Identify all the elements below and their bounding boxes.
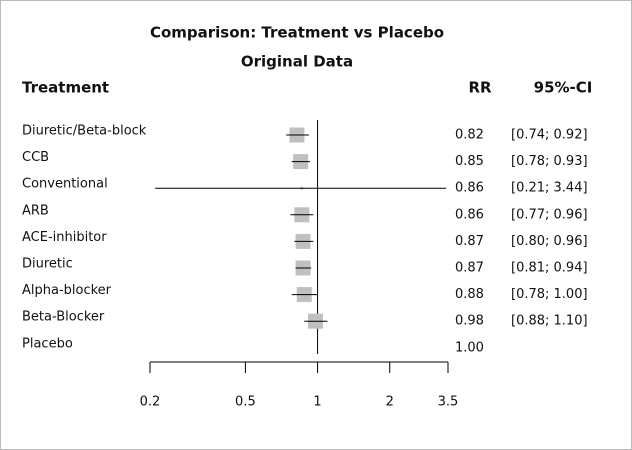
column-header: RR xyxy=(468,79,492,97)
row-label: Placebo xyxy=(22,336,73,351)
chart-subtitle: Original Data xyxy=(241,53,353,71)
row-label: Conventional xyxy=(22,177,108,192)
chart-title: Comparison: Treatment vs Placebo xyxy=(150,24,444,42)
rr-label: 0.86 xyxy=(455,207,484,222)
ci-label: [0.78; 1.00] xyxy=(511,287,588,302)
ci-label: [0.77; 0.96] xyxy=(511,207,588,222)
x-tick-label: 1 xyxy=(313,395,321,410)
ci-label: [0.81; 0.94] xyxy=(511,261,588,276)
row-label: ACE-inhibitor xyxy=(22,230,107,245)
row-label: Diuretic/Beta-block xyxy=(22,124,147,139)
ci-label: [0.80; 0.96] xyxy=(511,234,588,249)
row-label: Alpha-blocker xyxy=(22,283,112,298)
column-header: 95%-CI xyxy=(534,79,593,97)
x-tick-label: 0.2 xyxy=(140,395,161,410)
x-tick-label: 2 xyxy=(386,395,394,410)
row-label: CCB xyxy=(22,150,49,165)
rr-label: 0.85 xyxy=(455,154,484,169)
rr-label: 0.86 xyxy=(455,181,484,196)
ci-label: [0.88; 1.10] xyxy=(511,314,588,329)
rr-label: 0.98 xyxy=(455,314,484,329)
rr-label: 0.87 xyxy=(455,234,484,249)
column-header: Treatment xyxy=(22,79,109,97)
x-tick-label: 3.5 xyxy=(438,395,459,410)
rr-label: 0.87 xyxy=(455,261,484,276)
x-tick-label: 0.5 xyxy=(235,395,256,410)
ci-label: [0.78; 0.93] xyxy=(511,154,588,169)
row-label: ARB xyxy=(22,203,49,218)
row-label: Diuretic xyxy=(22,257,73,272)
rr-label: 1.00 xyxy=(455,340,484,355)
ci-label: [0.74; 0.92] xyxy=(511,128,588,143)
ci-label: [0.21; 3.44] xyxy=(511,181,588,196)
rr-label: 0.82 xyxy=(455,128,484,143)
row-label: Beta-Blocker xyxy=(22,310,105,325)
rr-label: 0.88 xyxy=(455,287,484,302)
